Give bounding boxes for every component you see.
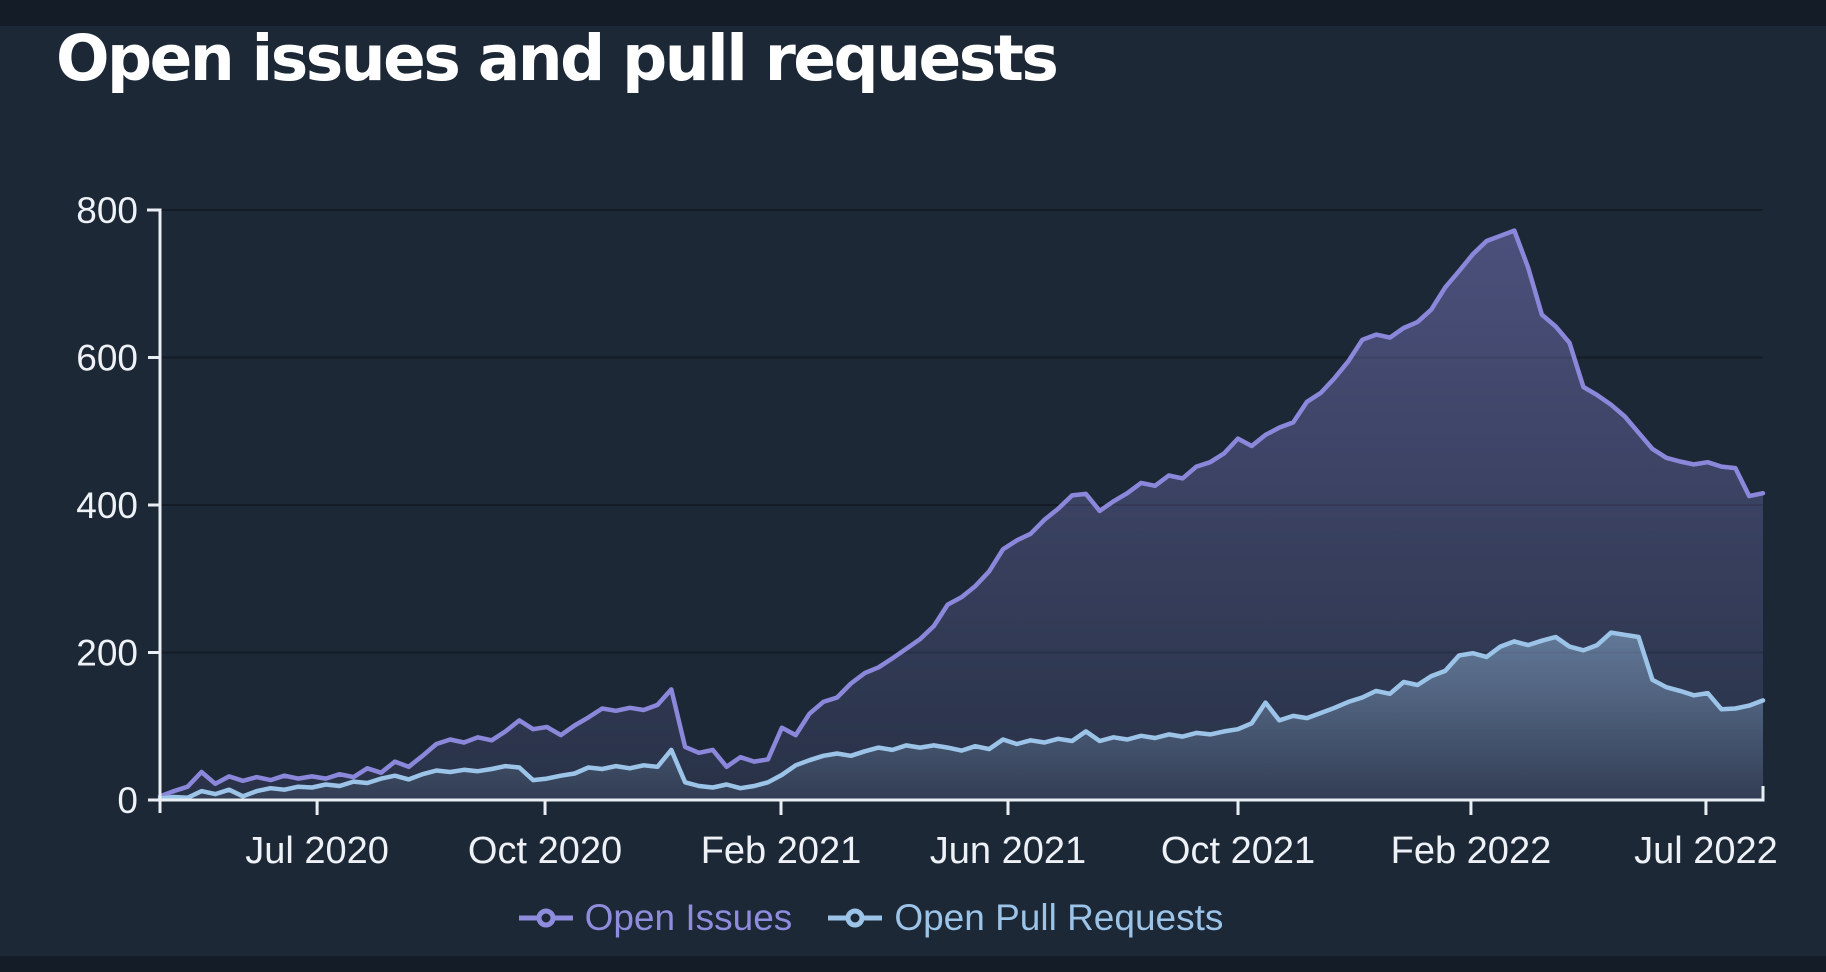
x-axis-label-Oct-2020: Oct 2020 xyxy=(468,830,622,872)
y-axis-label-400: 400 xyxy=(76,485,138,526)
line-marker-icon xyxy=(828,908,883,928)
axis-tick-labels: 0 200 400 600 800 Jul 2020 Oct 2020 Feb 2021 Jun… xyxy=(76,190,1778,872)
y-axis-label-200: 200 xyxy=(76,633,138,674)
x-axis-label-Feb-2022: Feb 2022 xyxy=(1391,830,1552,872)
series-areas xyxy=(157,228,1766,801)
open-issues-line xyxy=(157,228,1766,799)
legend-item-open-issues[interactable]: Open Issues xyxy=(517,897,793,939)
legend-item-open-pull-requests[interactable]: Open Pull Requests xyxy=(826,897,1223,939)
x-axis-label-Jun-2021: Jun 2021 xyxy=(930,830,1086,872)
open-pull-requests-line xyxy=(157,630,1766,801)
y-axis-label-600: 600 xyxy=(76,338,138,379)
chart-legend: Open Issues Open Pull Requests xyxy=(0,897,1740,939)
legend-label-open-issues: Open Issues xyxy=(584,897,793,938)
open-pull-requests-area xyxy=(160,632,1763,800)
page-title: Open issues and pull requests xyxy=(56,22,1059,95)
x-axis-label-Feb-2021: Feb 2021 xyxy=(701,830,862,872)
top-letterbox xyxy=(0,0,1826,26)
open-issues-area xyxy=(160,230,1763,801)
y-axis-label-800: 800 xyxy=(76,190,138,231)
x-axis-label-Oct-2021: Oct 2021 xyxy=(1161,830,1315,872)
line-marker-icon xyxy=(518,908,573,928)
legend-label-open-pull-requests: Open Pull Requests xyxy=(894,897,1224,938)
x-axis-label-Jul-2020: Jul 2020 xyxy=(245,830,389,872)
y-axis-line xyxy=(147,208,162,813)
x-axis-line xyxy=(160,786,1765,802)
axes xyxy=(147,208,1765,815)
bottom-letterbox xyxy=(0,956,1826,972)
x-axis-label-Jul-2022: Jul 2022 xyxy=(1634,830,1778,872)
y-axis-label-0: 0 xyxy=(117,780,138,821)
